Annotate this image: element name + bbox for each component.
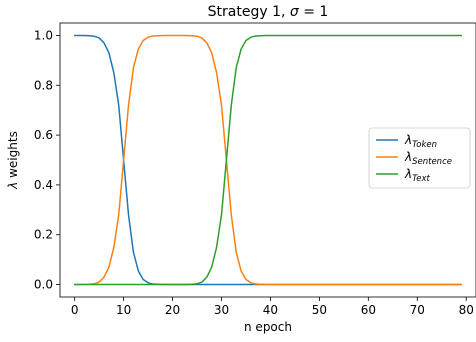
- x-tick-label: 20: [165, 303, 180, 317]
- x-tick-label: 40: [263, 303, 278, 317]
- chart-title-prefix: Strategy 1,: [208, 4, 290, 20]
- plot-area: [59, 22, 476, 298]
- legend-symbol: λ: [404, 167, 412, 181]
- y-axis-label: λ weights: [6, 131, 20, 190]
- legend-symbol: λ: [404, 150, 412, 164]
- y-axis-label-symbol: λ: [6, 182, 20, 190]
- chart-title: Strategy 1, σ = 1: [208, 4, 329, 20]
- legend-subscript: Token: [412, 140, 437, 150]
- y-tick-label: 0.4: [34, 178, 53, 192]
- y-tick-label: 0.0: [34, 278, 53, 292]
- legend-box: [368, 127, 471, 189]
- x-tick-label: 70: [410, 303, 425, 317]
- legend-symbol: λ: [404, 133, 412, 147]
- legend-label-sentence: λSentence: [404, 150, 452, 167]
- x-tick-label: 50: [312, 303, 327, 317]
- x-tick-label: 60: [361, 303, 376, 317]
- y-axis-label-text: weights: [6, 131, 20, 182]
- series-line-sentence: [73, 34, 463, 286]
- y-tick-label: 0.6: [34, 128, 53, 142]
- y-tick-label: 0.8: [34, 78, 53, 92]
- y-tick-label: 1.0: [34, 28, 53, 42]
- x-tick-label: 30: [214, 303, 229, 317]
- y-axis-ticks: 0.0 0.2 0.4 0.6 0.8 1.0: [34, 28, 60, 292]
- x-tick-label: 80: [459, 303, 474, 317]
- legend-subscript: Sentence: [412, 157, 452, 167]
- series-line-text: [73, 34, 463, 286]
- chart-title-suffix: = 1: [299, 4, 329, 20]
- legend-label-token: λToken: [404, 133, 437, 150]
- legend-subscript: Text: [412, 174, 430, 184]
- x-axis-label: n epoch: [244, 320, 292, 334]
- x-tick-label: 0: [71, 303, 79, 317]
- legend-label-text: λText: [404, 167, 431, 184]
- x-axis-ticks: 0 10 20 30 40 50 60 70 80: [71, 297, 474, 317]
- series-lines: [73, 34, 463, 286]
- chart-title-symbol: σ: [290, 4, 300, 20]
- x-tick-label: 10: [116, 303, 131, 317]
- y-tick-label: 0.2: [34, 228, 53, 242]
